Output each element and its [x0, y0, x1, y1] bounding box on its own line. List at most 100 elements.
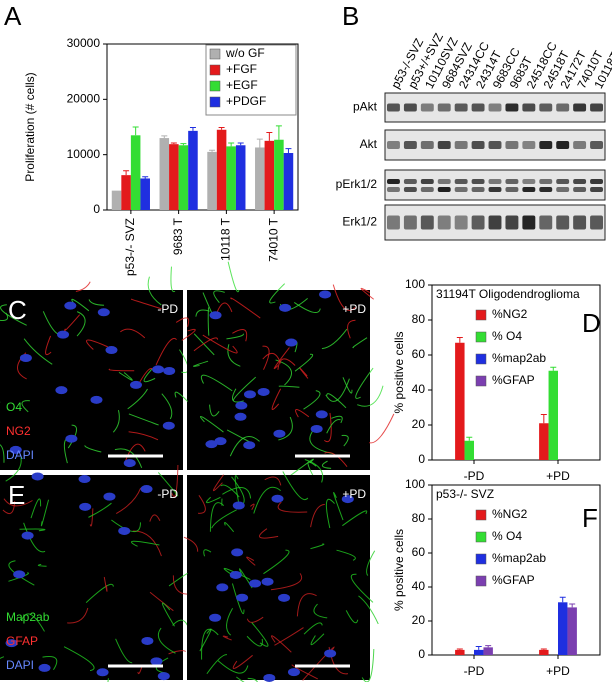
- fiber: [336, 549, 356, 561]
- bar: [264, 140, 275, 210]
- legend-label: +EGF: [226, 78, 258, 92]
- band: [387, 179, 400, 184]
- fiber: [368, 413, 395, 444]
- fiber: [246, 635, 263, 647]
- band: [387, 187, 400, 192]
- error-bar: [218, 127, 225, 130]
- fiber: [341, 434, 349, 447]
- y-tick-label: 40: [412, 579, 426, 593]
- nucleus: [205, 440, 218, 449]
- row-label: Erk1/2: [342, 215, 377, 229]
- band: [420, 103, 434, 112]
- error-bar: [228, 142, 235, 147]
- fiber: [172, 575, 188, 595]
- plot-frame: [106, 43, 299, 211]
- y-tick-label: 0: [93, 202, 100, 216]
- annotation: p53-/- SVZ: [436, 487, 494, 501]
- nucleus: [96, 668, 109, 677]
- y-tick-label: 80: [412, 511, 426, 525]
- blot: [384, 169, 606, 201]
- bar: [474, 649, 484, 655]
- error-bar: [485, 645, 492, 648]
- fiber: [67, 607, 89, 624]
- legend-swatch: [475, 575, 487, 587]
- fiber: [213, 290, 225, 304]
- legend-swatch: [209, 80, 221, 92]
- error-bar: [123, 170, 130, 176]
- legend-label: % O4: [492, 529, 522, 543]
- fiber: [321, 328, 348, 350]
- nucleus: [141, 636, 154, 645]
- fiber: [295, 408, 310, 418]
- y-tick-label: 100: [405, 477, 425, 491]
- band: [454, 215, 468, 230]
- legend-swatch: [209, 48, 221, 60]
- fiber: [202, 334, 238, 354]
- band: [454, 141, 468, 149]
- bar: [216, 129, 227, 210]
- fiber: [199, 628, 212, 652]
- fiber: [232, 654, 253, 669]
- condition-label: -PD: [157, 302, 178, 316]
- fiber: [206, 654, 228, 675]
- fiber: [2, 501, 16, 515]
- error-bar: [161, 135, 168, 139]
- panel-label: F: [582, 503, 598, 533]
- condition-label: -PD: [157, 487, 178, 501]
- legend-label: %map2ab: [492, 551, 546, 565]
- band: [539, 103, 553, 112]
- nucleus: [13, 570, 26, 579]
- y-tick-label: 40: [412, 382, 426, 396]
- fiber: [201, 628, 219, 660]
- fiber: [170, 266, 176, 293]
- fiber: [291, 664, 318, 680]
- annotation: 31194T Oligodendroglioma: [436, 287, 580, 301]
- fiber: [310, 633, 325, 646]
- stain-label: Map2ab: [6, 610, 50, 624]
- fiber: [143, 368, 156, 383]
- fiber: [278, 416, 293, 441]
- fiber: [264, 476, 282, 486]
- fiber: [357, 385, 384, 407]
- nucleus: [287, 668, 300, 677]
- band: [522, 179, 536, 184]
- bar: [548, 370, 558, 460]
- error-bar: [569, 603, 576, 608]
- fiber: [270, 573, 302, 591]
- fiber: [350, 573, 374, 603]
- fiber: [115, 638, 133, 664]
- fiber: [175, 317, 190, 327]
- fiber: [23, 338, 53, 365]
- band: [437, 215, 451, 230]
- fiber: [273, 347, 290, 370]
- bar: [283, 153, 294, 210]
- error-bar: [540, 648, 547, 650]
- nucleus: [31, 472, 44, 481]
- error-bar: [266, 132, 273, 141]
- condition-label: +PD: [342, 487, 366, 501]
- bar: [130, 135, 141, 210]
- fiber: [8, 560, 35, 586]
- bar: [226, 146, 236, 210]
- legend-label: % O4: [492, 329, 522, 343]
- error-bar: [256, 138, 263, 148]
- fiber: [0, 312, 9, 321]
- nucleus: [5, 639, 18, 648]
- fiber: [332, 284, 356, 311]
- y-tick-label: 20000: [67, 92, 101, 106]
- band: [387, 215, 400, 230]
- fiber: [358, 595, 379, 625]
- fiber: [149, 514, 161, 522]
- fiber: [304, 459, 324, 483]
- bar: [121, 175, 131, 210]
- fiber: [168, 572, 188, 587]
- bar: [455, 649, 465, 655]
- fiber: [224, 522, 235, 533]
- band: [471, 103, 485, 112]
- x-tick-label: -PD: [464, 469, 485, 483]
- fiber: [40, 499, 50, 527]
- legend-label: %map2ab: [492, 351, 546, 365]
- y-tick-label: 60: [412, 545, 426, 559]
- fiber: [127, 388, 148, 410]
